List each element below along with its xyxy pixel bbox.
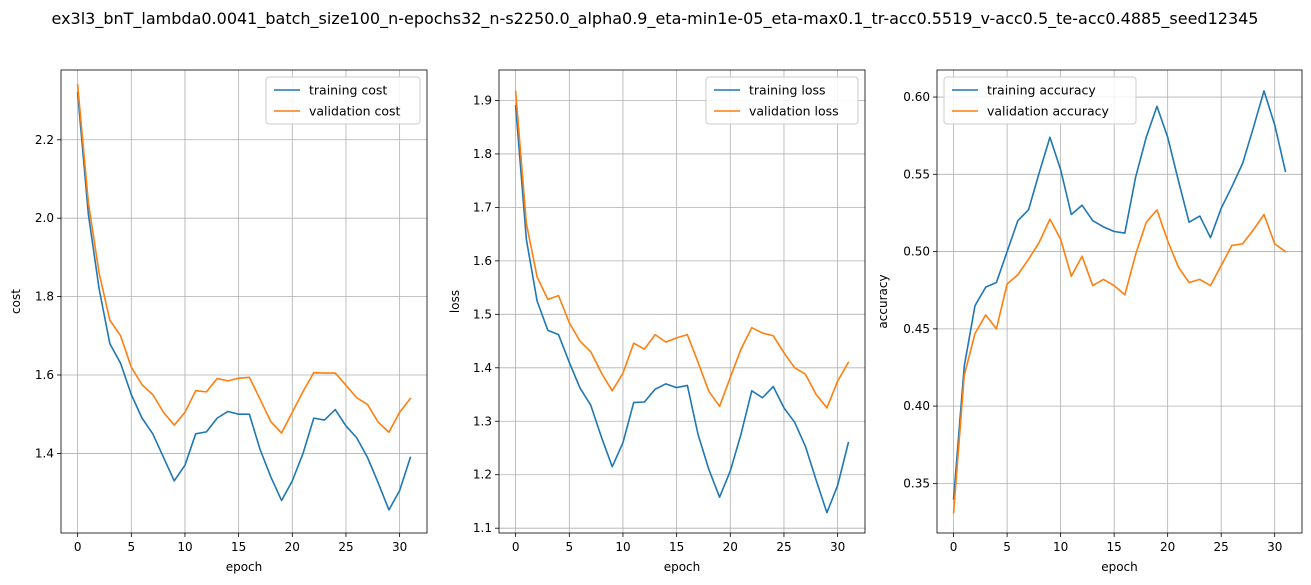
accuracy-legend-label-1: training accuracy [987, 83, 1096, 98]
accuracy-legend: training accuracy validation accuracy [943, 76, 1137, 125]
loss-x-tick-label: 25 [776, 540, 791, 554]
accuracy-series [952, 90, 1287, 514]
accuracy-y-tick-label: 0.45 [903, 322, 930, 336]
loss-x-tick-label: 15 [669, 540, 684, 554]
cost-series-line-1 [76, 91, 412, 511]
loss-grid [499, 70, 865, 533]
loss-legend: training loss validation loss [705, 76, 859, 125]
loss-axes: 0 5 10 15 20 25 30 1.1 1.2 1.3 1.4 1.5 1.6 1.7 1.8 1.9 [473, 69, 866, 554]
cost-x-axis-label: epoch [226, 560, 263, 574]
loss-legend-box [705, 76, 859, 125]
loss-y-tick-label: 1.3 [473, 414, 492, 428]
cost-x-tick-label: 0 [74, 540, 82, 554]
loss-legend-label-2: validation loss [749, 104, 839, 119]
loss-x-tick-label: 10 [615, 540, 630, 554]
accuracy-chart: 0 5 10 15 20 25 30 0.35 0.40 0.45 0.50 0.55 0.60 epo… [876, 69, 1303, 574]
cost-x-tick-label: 5 [127, 540, 135, 554]
accuracy-y-tick-label: 0.35 [903, 476, 930, 490]
loss-x-tick-label: 0 [512, 540, 520, 554]
cost-grid [61, 70, 427, 533]
accuracy-y-tick-label: 0.55 [903, 167, 930, 181]
loss-x-axis-label: epoch [664, 560, 701, 574]
cost-y-tick-label: 1.4 [35, 446, 54, 460]
accuracy-legend-label-2: validation accuracy [987, 104, 1110, 119]
cost-legend-label-1: training cost [309, 83, 387, 98]
accuracy-axes-frame [936, 69, 1303, 534]
cost-x-tick-label: 15 [231, 540, 246, 554]
accuracy-x-axis-label: epoch [1101, 560, 1138, 574]
cost-chart: 0 5 10 15 20 25 30 1.4 1.6 1.8 2.0 2.2 epoch cost t… [9, 69, 428, 574]
loss-series-line-1 [514, 104, 850, 514]
accuracy-x-tick-label: 5 [1003, 540, 1011, 554]
accuracy-series-line-1 [952, 90, 1287, 500]
accuracy-y-tick-label: 0.60 [903, 90, 930, 104]
figure-suptitle: ex3l3_bnT_lambda0.0041_batch_size100_n-e… [52, 9, 1259, 29]
accuracy-x-tick-label: 15 [1107, 540, 1122, 554]
loss-y-tick-label: 1.8 [473, 147, 492, 161]
loss-axes-frame [498, 69, 866, 534]
loss-x-tick-label: 20 [723, 540, 738, 554]
loss-x-tick-label: 5 [565, 540, 573, 554]
loss-x-tick-label: 30 [830, 540, 845, 554]
cost-x-tick-label: 10 [177, 540, 192, 554]
loss-y-tick-label: 1.1 [473, 521, 492, 535]
accuracy-y-tick-label: 0.40 [903, 399, 930, 413]
cost-y-tick-label: 2.0 [35, 211, 54, 225]
accuracy-y-tick-label: 0.50 [903, 245, 930, 259]
loss-legend-label-1: training loss [749, 83, 826, 98]
accuracy-x-tick-label: 0 [950, 540, 958, 554]
loss-y-tick-label: 1.9 [473, 93, 492, 107]
accuracy-legend-box [943, 76, 1137, 125]
cost-y-tick-label: 1.6 [35, 368, 54, 382]
accuracy-grid [937, 70, 1302, 533]
cost-y-axis-label: cost [9, 289, 23, 314]
cost-y-tick-label: 2.2 [35, 133, 54, 147]
loss-series-line-2 [514, 90, 850, 409]
cost-x-tick-label: 25 [338, 540, 353, 554]
cost-x-tick-label: 20 [285, 540, 300, 554]
loss-y-tick-label: 1.4 [473, 361, 492, 375]
loss-y-axis-label: loss [448, 290, 462, 313]
accuracy-series-line-2 [952, 209, 1287, 514]
accuracy-x-tick-label: 25 [1214, 540, 1229, 554]
cost-series [76, 84, 412, 511]
loss-chart: 0 5 10 15 20 25 301.11.21.31.41.51.61.71.81.9 … [448, 69, 866, 574]
accuracy-x-tick-label: 20 [1160, 540, 1175, 554]
cost-legend-label-2: validation cost [309, 104, 401, 119]
cost-axes-frame [60, 69, 428, 534]
loss-series [514, 90, 850, 514]
loss-y-tick-label: 1.7 [473, 200, 492, 214]
loss-y-tick-label: 1.2 [473, 468, 492, 482]
cost-series-line-2 [76, 84, 412, 434]
accuracy-x-tick-label: 10 [1053, 540, 1068, 554]
cost-x-tick-label: 30 [392, 540, 407, 554]
accuracy-y-axis-label: accuracy [876, 274, 890, 328]
cost-y-tick-label: 1.8 [35, 290, 54, 304]
accuracy-x-tick-label: 30 [1267, 540, 1282, 554]
loss-y-tick-label: 1.5 [473, 307, 492, 321]
cost-legend-box [265, 76, 421, 125]
accuracy-axes: 0 5 10 15 20 25 30 0.35 0.40 0.45 0.50 0.55 0.60 [903, 69, 1303, 554]
cost-axes: 0 5 10 15 20 25 30 1.4 1.6 1.8 2.0 2.2 [35, 69, 428, 554]
loss-y-tick-label: 1.6 [473, 254, 492, 268]
cost-legend: training cost validation cost [265, 76, 421, 125]
